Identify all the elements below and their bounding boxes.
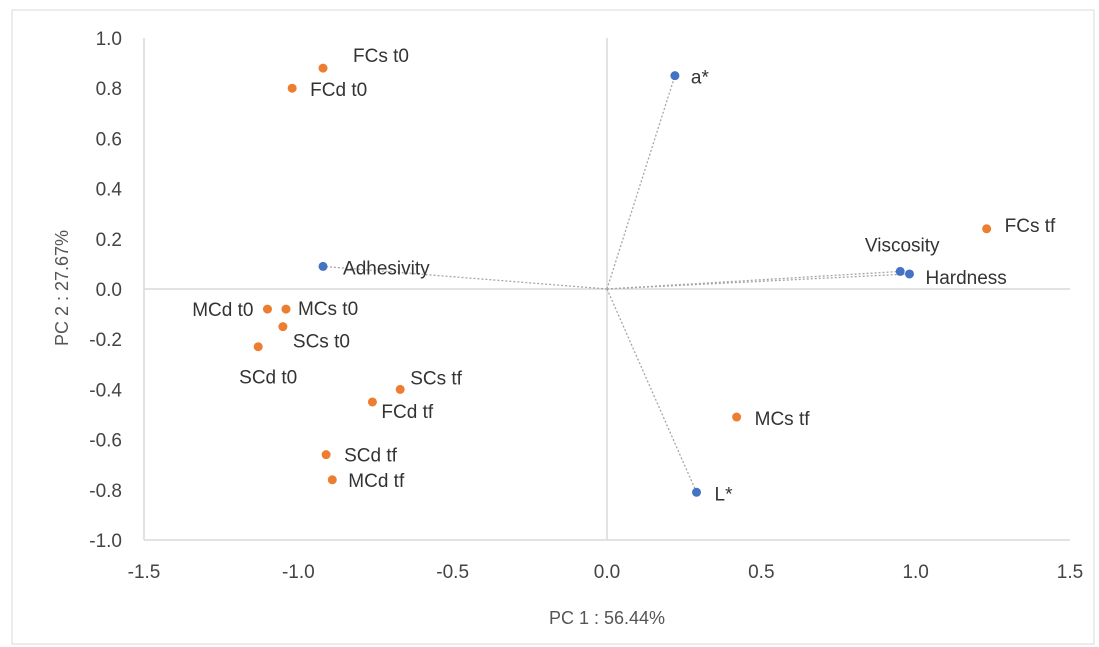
point-label-mcd-t0: MCd t0 (192, 300, 253, 321)
sample-point-mcs-tf (732, 412, 742, 422)
point-label-l-star: L* (715, 484, 734, 505)
y-tick-label: -0.2 (89, 330, 122, 351)
point-label-fcd-tf: FCd tf (381, 402, 433, 423)
x-axis-title: PC 1 : 56.44% (549, 608, 665, 628)
point-label-hardness: Hardness (925, 268, 1006, 289)
point-label-mcd-tf: MCd tf (348, 471, 405, 492)
sample-point-scs-tf (395, 384, 405, 394)
point-label-a-star: a* (691, 68, 710, 89)
x-tick-label: 1.5 (1057, 562, 1083, 583)
sample-point-mcd-tf (327, 475, 337, 485)
loading-vector-adhesivity (322, 265, 608, 290)
point-label-mcs-tf: MCs tf (755, 409, 811, 430)
variable-point-l-star (692, 487, 702, 497)
variable-point-viscosity (895, 266, 905, 276)
x-tick-label: -1.5 (128, 562, 161, 583)
y-tick-label: -0.6 (89, 431, 122, 452)
variable-point-adhesivity (318, 261, 328, 271)
point-label-scd-tf: SCd tf (344, 446, 398, 467)
point-label-fcs-t0: FCs t0 (353, 46, 409, 67)
sample-point-scd-tf (321, 450, 331, 460)
loading-vector-hardness (606, 273, 910, 290)
y-axis-title: PC 2 : 27.67% (52, 230, 72, 346)
sample-point-fcs-tf (982, 224, 992, 234)
y-tick-label: 1.0 (96, 29, 122, 50)
loading-vector-a-star (606, 75, 676, 290)
y-tick-label: -0.4 (89, 380, 122, 401)
point-label-fcd-t0: FCd t0 (310, 80, 367, 101)
y-tick-label: -1.0 (89, 531, 122, 552)
point-label-mcs-t0: MCs t0 (298, 299, 358, 320)
point-label-scs-tf: SCs tf (410, 368, 462, 389)
sample-point-scd-t0 (253, 342, 263, 352)
sample-point-scs-t0 (278, 322, 288, 332)
variable-point-hardness (904, 269, 914, 279)
point-label-fcs-tf: FCs tf (1005, 216, 1056, 237)
x-tick-label: 0.0 (594, 562, 620, 583)
y-tick-label: -0.8 (89, 481, 122, 502)
x-tick-label: 1.0 (902, 562, 928, 583)
chart-frame (11, 9, 1095, 645)
y-tick-label: 0.6 (96, 129, 122, 150)
sample-point-fcd-t0 (287, 83, 297, 93)
point-label-viscosity: Viscosity (865, 235, 940, 256)
loading-vector-l-star (606, 288, 698, 493)
point-label-scd-t0: SCd t0 (239, 368, 297, 389)
y-tick-label: 0.4 (96, 180, 123, 201)
variable-point-a-star (670, 71, 680, 81)
sample-point-fcs-t0 (318, 63, 328, 73)
y-tick-label: 0.2 (96, 230, 122, 251)
y-tick-label: 0.0 (96, 280, 122, 301)
y-tick-label: 0.8 (96, 79, 122, 100)
sample-point-fcd-tf (367, 397, 377, 407)
x-tick-label: -1.0 (282, 562, 315, 583)
x-tick-label: -0.5 (436, 562, 469, 583)
sample-point-mcd-t0 (262, 304, 272, 314)
point-label-scs-t0: SCs t0 (293, 332, 350, 353)
sample-point-mcs-t0 (281, 304, 291, 314)
x-tick-label: 0.5 (748, 562, 774, 583)
point-label-adhesivity: Adhesivity (343, 258, 430, 279)
